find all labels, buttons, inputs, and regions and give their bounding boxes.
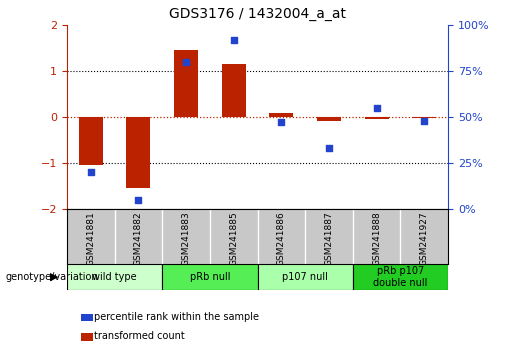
Text: transformed count: transformed count xyxy=(94,331,185,341)
Bar xyxy=(222,64,246,117)
Bar xyxy=(127,117,150,188)
Bar xyxy=(162,264,258,290)
Text: GSM241883: GSM241883 xyxy=(182,212,191,266)
Text: GSM241881: GSM241881 xyxy=(87,212,95,266)
Point xyxy=(182,59,190,64)
Bar xyxy=(269,113,293,117)
Bar xyxy=(353,264,448,290)
Bar xyxy=(258,264,353,290)
Title: GDS3176 / 1432004_a_at: GDS3176 / 1432004_a_at xyxy=(169,7,346,21)
Bar xyxy=(174,50,198,117)
Point xyxy=(277,120,285,125)
Text: p107 null: p107 null xyxy=(282,272,328,282)
Text: GSM241886: GSM241886 xyxy=(277,212,286,266)
Text: percentile rank within the sample: percentile rank within the sample xyxy=(94,312,259,322)
Bar xyxy=(67,264,162,290)
Text: pRb p107
double null: pRb p107 double null xyxy=(373,266,427,288)
Point xyxy=(325,145,333,151)
Point xyxy=(372,105,381,110)
Bar xyxy=(413,117,436,118)
Text: GSM241887: GSM241887 xyxy=(324,212,333,266)
Bar xyxy=(317,117,341,121)
Text: genotype/variation: genotype/variation xyxy=(5,272,98,282)
Text: wild type: wild type xyxy=(92,272,137,282)
Text: GSM241885: GSM241885 xyxy=(229,212,238,266)
Point xyxy=(87,169,95,175)
Point xyxy=(134,197,143,202)
Text: pRb null: pRb null xyxy=(190,272,230,282)
Point xyxy=(420,118,428,123)
Text: ▶: ▶ xyxy=(50,272,58,282)
Text: GSM241882: GSM241882 xyxy=(134,212,143,266)
Bar xyxy=(365,117,388,119)
Bar xyxy=(79,117,102,165)
Text: GSM241927: GSM241927 xyxy=(420,212,428,266)
Text: GSM241888: GSM241888 xyxy=(372,212,381,266)
Point xyxy=(230,37,238,42)
